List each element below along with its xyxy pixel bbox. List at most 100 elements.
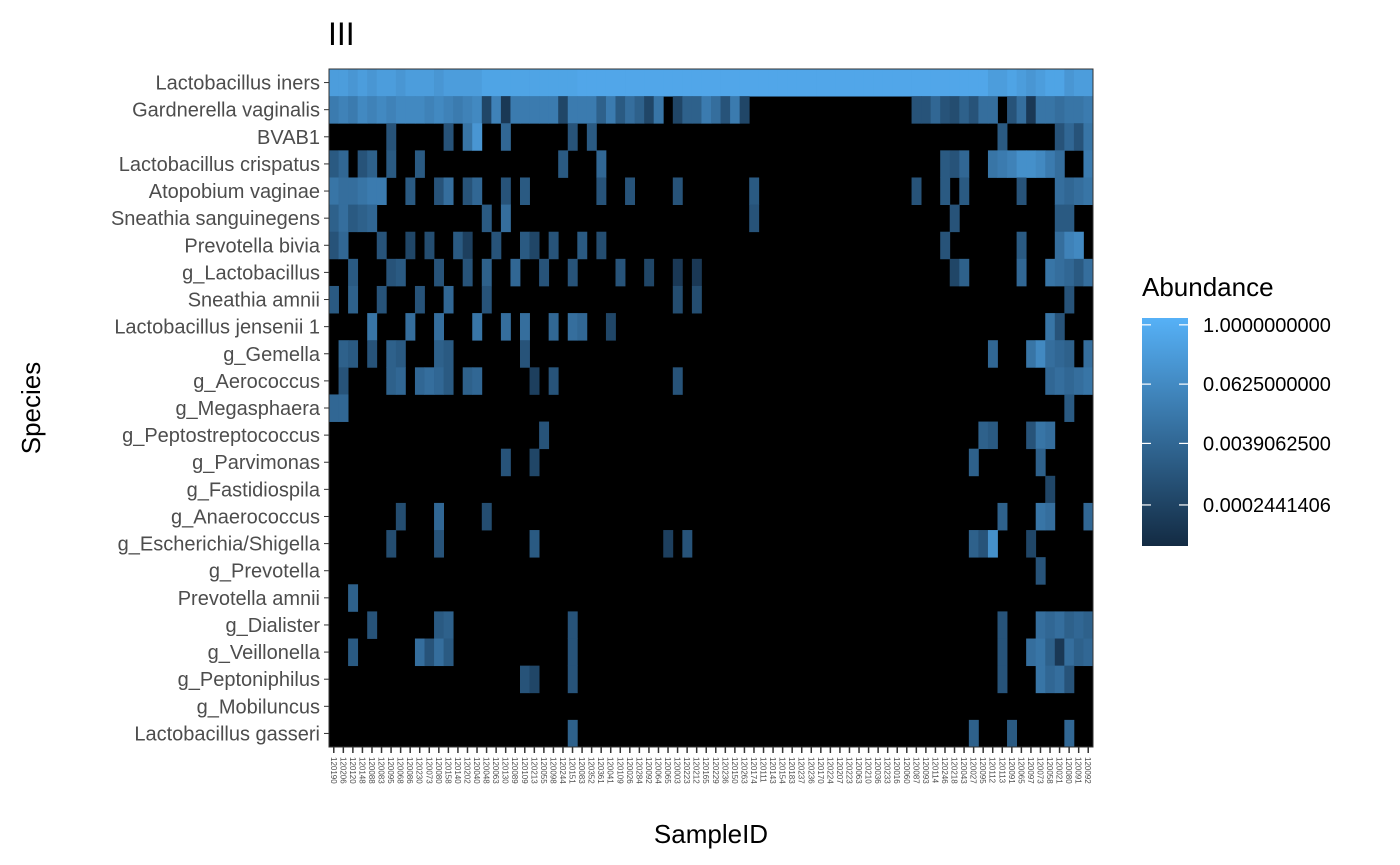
x-tick-label: 120113 — [997, 757, 1006, 784]
heatmap-cell — [434, 69, 444, 97]
heatmap-cell — [987, 96, 998, 124]
heatmap-cell — [997, 611, 1008, 639]
heatmap-cell — [663, 69, 674, 97]
heatmap-cell — [1045, 313, 1056, 341]
heatmap-cell — [835, 69, 846, 97]
heatmap-cell — [1035, 448, 1046, 477]
x-tick-label: 120165 — [701, 757, 710, 784]
heatmap-cell — [1083, 123, 1094, 151]
heatmap-cell — [529, 231, 540, 260]
heatmap-cell — [338, 394, 349, 422]
x-tick-label: 120095 — [978, 757, 987, 784]
heatmap-cell — [510, 69, 521, 97]
x-tick-label: 120111 — [759, 757, 768, 783]
heatmap-cell — [625, 96, 635, 124]
heatmap-cell — [691, 96, 702, 124]
y-tick-label: g_Escherichia/Shigella — [118, 534, 321, 556]
heatmap-cell — [481, 502, 492, 531]
x-tick-label: 120246 — [940, 757, 949, 784]
heatmap-cell — [1083, 367, 1094, 395]
x-tick-label: 120174 — [749, 757, 758, 784]
heatmap-cell — [376, 231, 387, 260]
heatmap-cell — [844, 69, 855, 97]
heatmap-cell — [348, 69, 359, 97]
heatmap-cell — [1045, 611, 1056, 639]
heatmap-cell — [367, 340, 378, 368]
heatmap-cell — [691, 285, 702, 314]
heatmap-cell — [338, 150, 349, 178]
x-tick-label: 120087 — [911, 757, 920, 784]
y-tick-label: g_Gemella — [223, 344, 321, 366]
heatmap-cell — [1035, 638, 1046, 667]
x-tick-label: 120021 — [1055, 757, 1064, 784]
heatmap-cell — [520, 340, 530, 368]
heatmap-cell — [367, 313, 378, 341]
heatmap-cell — [443, 69, 454, 97]
heatmap-cell — [405, 313, 416, 341]
heatmap-cell — [1064, 258, 1075, 287]
y-tick-label: g_Anaerococcus — [171, 506, 320, 528]
heatmap-cell — [548, 313, 559, 341]
heatmap-cell — [634, 69, 645, 97]
heatmap-cell — [567, 611, 578, 639]
y-axis-tick-labels: Lactobacillus iners Gardnerella vaginalis… — [111, 73, 329, 745]
heatmap-cell — [1007, 719, 1017, 748]
legend-colorbar — [1142, 318, 1188, 546]
heatmap-cell — [414, 150, 425, 178]
heatmap-cell — [338, 231, 349, 260]
x-tick-label: 120212 — [692, 757, 701, 784]
heatmap-cell — [472, 96, 483, 124]
heatmap-cell — [414, 367, 425, 395]
x-tick-label: 120148 — [357, 757, 366, 784]
heatmap-cell — [921, 69, 932, 97]
heatmap-cell — [481, 69, 492, 97]
heatmap-cell — [386, 258, 397, 287]
x-tick-label: 120190 — [329, 757, 338, 784]
heatmap-cell — [1083, 638, 1094, 667]
heatmap-cell — [787, 69, 798, 97]
heatmap-cell — [1073, 96, 1084, 124]
heatmap-cell — [940, 177, 951, 205]
x-tick-label: 120284 — [634, 757, 643, 784]
heatmap-cell — [405, 177, 416, 205]
heatmap-cell — [462, 231, 473, 260]
heatmap-cell — [338, 367, 349, 395]
heatmap-cell — [414, 285, 425, 314]
heatmap-cell — [921, 96, 932, 124]
heatmap-cell — [567, 638, 578, 667]
heatmap-cell — [959, 258, 970, 287]
y-tick-label: g_Peptoniphilus — [178, 669, 320, 691]
heatmap-cell — [434, 611, 444, 639]
heatmap-cell — [500, 313, 511, 341]
heatmap-cell — [1073, 611, 1084, 639]
x-tick-label: 120041 — [606, 757, 615, 784]
heatmap-cell — [338, 340, 349, 368]
heatmap-cell — [1016, 96, 1027, 124]
heatmap-cell — [806, 69, 817, 97]
heatmap-cell — [672, 285, 683, 314]
y-tick-label: g_Dialister — [226, 615, 321, 637]
heatmap-cell — [348, 340, 359, 368]
x-tick-label: 120114 — [930, 757, 939, 784]
y-tick-label: Atopobium vaginae — [149, 181, 320, 203]
heatmap-cell — [348, 204, 359, 233]
x-tick-label: 120055 — [539, 757, 548, 784]
y-tick-label: g_Peptostreptococcus — [122, 425, 320, 447]
x-tick-label: 120206 — [338, 757, 347, 784]
y-tick-label: Sneathia amnii — [188, 290, 320, 312]
heatmap-cell — [978, 421, 989, 450]
heatmap-cell — [959, 96, 970, 124]
heatmap-cell — [1045, 638, 1056, 667]
heatmap-cell — [605, 313, 616, 341]
heatmap-cell — [434, 340, 444, 368]
heatmap-cell — [376, 96, 387, 124]
heatmap-cell — [997, 69, 1008, 97]
heatmap-cell — [605, 96, 616, 124]
heatmap-cell — [644, 96, 655, 124]
heatmap-cell — [348, 177, 359, 205]
heatmap-cell — [758, 69, 769, 97]
heatmap-cell — [462, 69, 473, 97]
chart-title: III — [328, 16, 355, 52]
heatmap-cell — [1035, 421, 1046, 450]
heatmap-cell — [577, 231, 588, 260]
